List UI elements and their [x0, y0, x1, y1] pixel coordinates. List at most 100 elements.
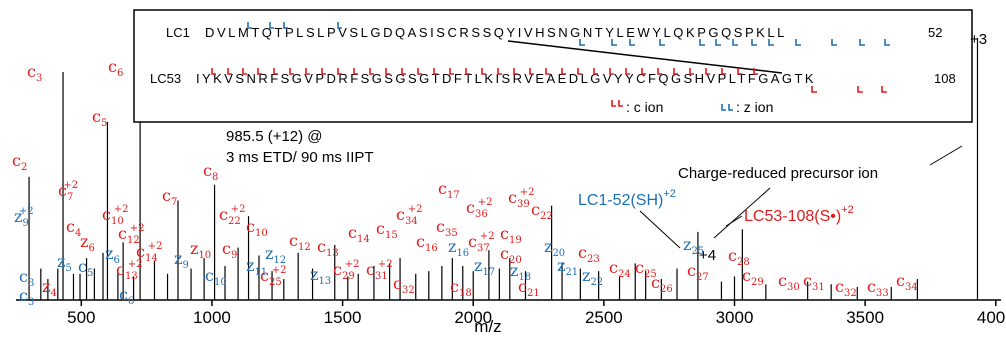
- sequence-box: LC1 DVLMTQTPLSLPVSLGDQASISCRSSQYIVHSNGNT…: [133, 9, 973, 123]
- c-ion-marker: [305, 68, 310, 75]
- ion-label: z6: [80, 232, 95, 254]
- c-ion-marker: [625, 68, 630, 75]
- ion-label: c28: [728, 246, 750, 268]
- ion-label: c12+2: [118, 223, 144, 246]
- ion-label: c29+2: [333, 259, 359, 282]
- ion-label: c10: [246, 217, 268, 239]
- c-ion-marker: [465, 68, 470, 75]
- ion-label: c22+2: [219, 204, 245, 227]
- charge-reduced-pointer-2: [713, 187, 771, 239]
- z-ion-marker: [768, 39, 774, 46]
- ion-label: z13: [310, 265, 331, 287]
- c-ion-marker: [337, 22, 342, 29]
- ion-label: z21: [557, 256, 578, 278]
- x-tick-label: 500: [67, 308, 95, 327]
- ion-label: c19: [500, 224, 522, 246]
- ion-label: z6: [105, 244, 120, 266]
- ion-label: c21: [518, 277, 540, 299]
- precursor-annotation: 985.5 (+12) @: [226, 128, 323, 145]
- z-ion-marker: [751, 39, 757, 46]
- ion-label: c12: [289, 231, 311, 253]
- z-ion-marker: [629, 39, 635, 46]
- z-ion-marker: [881, 86, 887, 93]
- c-ion-marker: [369, 68, 374, 75]
- x-axis: 500 1000 1500 2000 2500 3000 3500 4000: [16, 299, 1006, 327]
- c-ion-marker: [593, 68, 598, 75]
- c-ion-marker: [497, 68, 502, 75]
- ion-label: c18: [450, 277, 472, 299]
- x-tick-label: 3500: [846, 308, 884, 327]
- ion-label: c10+2: [102, 204, 128, 227]
- ion-label: c34: [896, 271, 918, 293]
- ion-label: z12: [265, 244, 286, 266]
- c-ion-marker: [417, 68, 422, 75]
- c-ion-marker: [657, 68, 662, 75]
- ion-label: c33: [867, 277, 889, 299]
- ion-label: c22: [531, 200, 553, 222]
- c-ion-marker: [283, 22, 288, 29]
- x-tick-label: 4000: [977, 308, 1006, 327]
- charge-reduced-pointer: [929, 145, 963, 166]
- ion-label: c27: [687, 261, 709, 283]
- legend-z-ion: : z ion: [736, 99, 773, 115]
- ion-label: c39+2: [508, 187, 534, 210]
- ion-label: z16: [448, 237, 469, 259]
- ion-label: c7: [162, 186, 177, 208]
- ion-label: c25+2: [260, 265, 286, 288]
- spectrum-peaks: [28, 38, 979, 300]
- lc53-108-pointer: [725, 215, 743, 227]
- lc1-52-pointer: [639, 210, 681, 249]
- method-annotation: 3 ms ETD/ 90 ms IIPT: [226, 149, 374, 166]
- ion-label: c30: [778, 271, 800, 293]
- z-ion-marker: [611, 39, 617, 46]
- ion-label: c3: [27, 62, 42, 84]
- ion-label: c14+2: [136, 241, 162, 264]
- x-tick-label: 3000: [716, 308, 754, 327]
- c-ion-marker: [337, 68, 342, 75]
- ion-label: c9: [222, 239, 237, 261]
- legend-c-marker: [611, 100, 623, 107]
- ion-label: c2: [12, 151, 27, 173]
- ion-label: c35: [436, 217, 458, 239]
- c-ion-marker: [609, 68, 614, 75]
- ion-label: c31+2: [366, 259, 392, 282]
- c-ion-marker: [545, 68, 550, 75]
- ion-label: c7+2: [58, 180, 78, 203]
- ion-label: z17: [474, 256, 495, 278]
- sequence-row1: DVLMTQTPLSLPVSLGDQASISCRSSQYIVHSNGNTYLEW…: [205, 25, 787, 40]
- c-ion-marker: [385, 68, 390, 75]
- ion-label: c13: [317, 237, 339, 259]
- ion-labels: c2c3c5c6c7+2c4z6c10+2c12+2c14+2c13+2c7c8…: [12, 57, 918, 308]
- c-ion-marker: [257, 68, 262, 75]
- ion-label: c17: [438, 179, 460, 201]
- c-ion-marker: [321, 68, 326, 75]
- ion-label: c32: [393, 274, 415, 296]
- c-ion-marker: [242, 68, 247, 75]
- lc53-108-label: LC53-108(S•)+2: [744, 204, 854, 225]
- ion-label: z22: [582, 266, 603, 288]
- x-tick-label: 1500: [324, 308, 362, 327]
- x-tick-label: 2500: [585, 308, 623, 327]
- c-ion-marker: [737, 68, 742, 75]
- ion-label: c24: [609, 258, 631, 280]
- c-ion-marker: [269, 22, 274, 29]
- ion-label: c23: [578, 243, 600, 265]
- sequence-row2-end: 108: [934, 71, 956, 86]
- z-ion-marker: [659, 39, 665, 46]
- ion-label: c26: [651, 273, 673, 295]
- c-ion-marker: [289, 68, 294, 75]
- ion-label: c6: [119, 285, 134, 307]
- z-ion-marker: [884, 39, 890, 46]
- c-ion-marker: [641, 68, 646, 75]
- ion-label: z20: [544, 237, 565, 259]
- ion-label: z4: [42, 277, 57, 299]
- z-ion-marker: [811, 86, 817, 93]
- z-ion-marker: [715, 39, 721, 46]
- ion-label: c3: [19, 267, 34, 289]
- c-ion-marker: [753, 68, 758, 75]
- z-ion-marker: [732, 39, 738, 46]
- z-ion-marker: [579, 39, 585, 46]
- c-ion-marker: [529, 68, 534, 75]
- c-ion-marker: [721, 68, 726, 75]
